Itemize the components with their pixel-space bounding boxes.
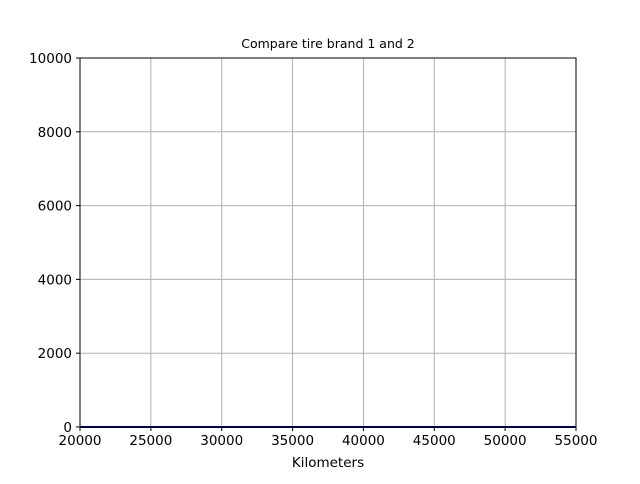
chart-title: Compare tire brand 1 and 2	[241, 36, 415, 51]
x-tick-label: 50000	[484, 433, 527, 449]
x-axis-label: Kilometers	[292, 455, 364, 471]
x-tick-label: 20000	[59, 433, 102, 449]
y-tick-label: 0	[63, 420, 72, 436]
x-tick-label: 35000	[271, 433, 314, 449]
x-tick-label: 30000	[200, 433, 243, 449]
x-tick-label: 55000	[555, 433, 598, 449]
x-tick-label: 45000	[413, 433, 456, 449]
y-axis-ticks: 0 2000 4000 6000 8000 10000	[29, 51, 80, 436]
y-tick-label: 2000	[38, 346, 72, 362]
plot-frame	[79, 57, 577, 428]
x-tick-label: 40000	[342, 433, 385, 449]
y-tick-label: 4000	[38, 272, 72, 288]
x-tick-label: 25000	[129, 433, 172, 449]
y-tick-label: 8000	[38, 125, 72, 141]
y-tick-label: 10000	[29, 51, 72, 67]
x-axis-ticks: 20000 25000 30000 35000 40000 45000 50000 55000	[59, 427, 598, 449]
y-tick-label: 6000	[38, 199, 72, 215]
